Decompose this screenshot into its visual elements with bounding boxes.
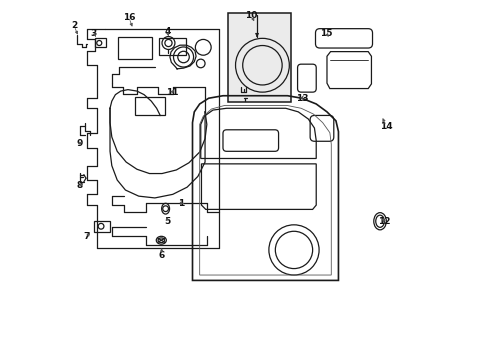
FancyBboxPatch shape [228, 13, 290, 102]
Text: 2: 2 [71, 21, 77, 30]
Text: 1: 1 [177, 199, 183, 208]
Text: 7: 7 [83, 232, 90, 241]
Text: 8: 8 [76, 181, 82, 190]
Text: 15: 15 [319, 29, 332, 38]
Text: 4: 4 [164, 27, 170, 36]
Text: 14: 14 [379, 122, 392, 131]
Text: 12: 12 [377, 217, 390, 226]
Text: 3: 3 [91, 29, 97, 38]
Text: 10: 10 [245, 11, 257, 20]
Text: 9: 9 [76, 139, 82, 148]
Text: 16: 16 [122, 13, 135, 22]
Text: 6: 6 [159, 251, 165, 260]
Text: 11: 11 [165, 87, 178, 96]
Text: 13: 13 [295, 94, 307, 103]
Text: 5: 5 [164, 217, 170, 226]
